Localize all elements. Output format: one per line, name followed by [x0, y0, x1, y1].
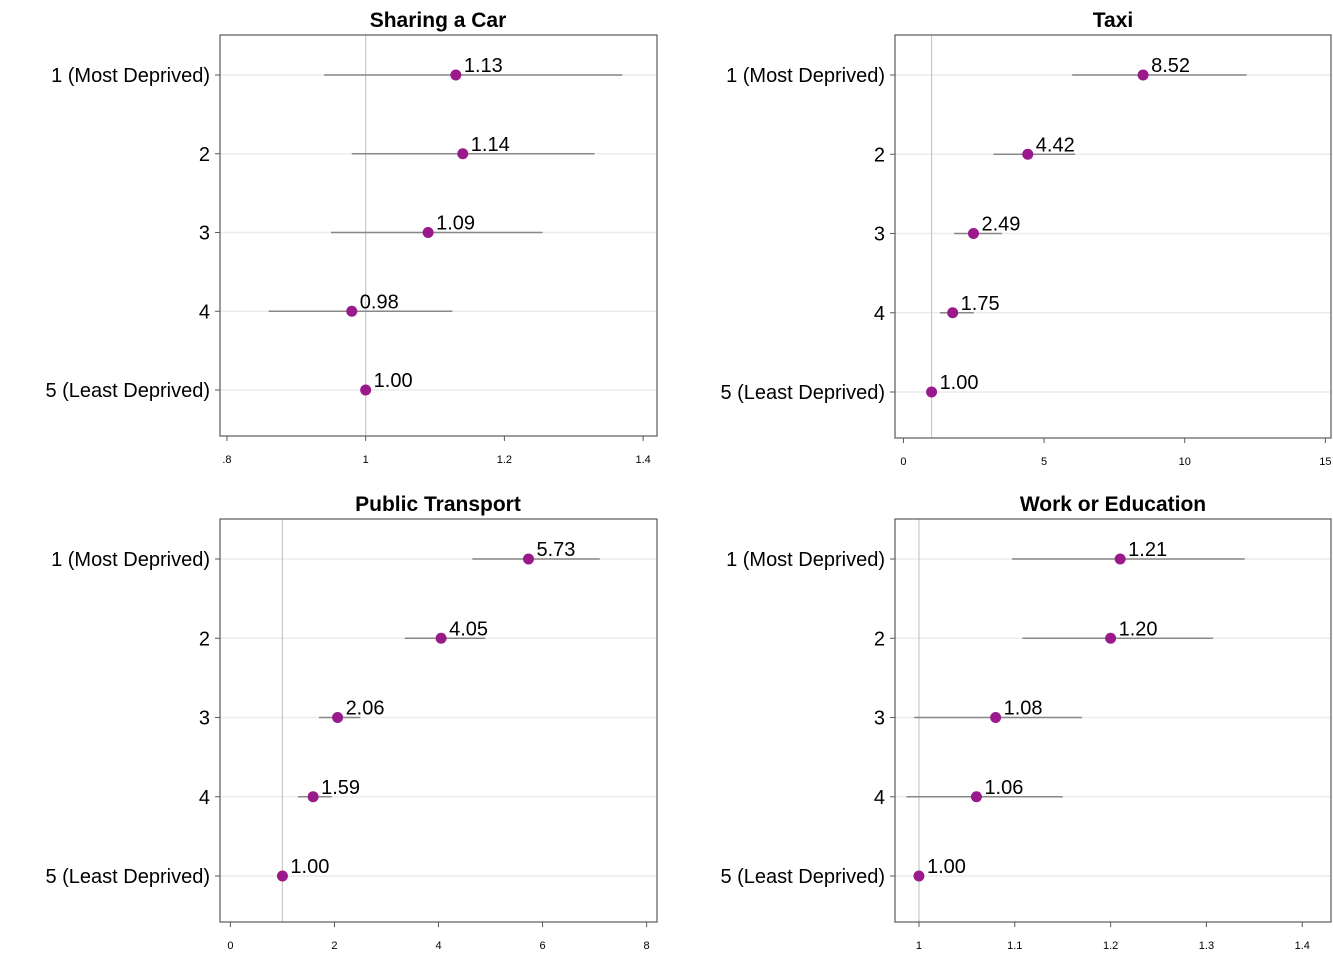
category-label: 1 (Most Deprived) — [51, 65, 210, 87]
category-label: 5 (Least Deprived) — [720, 866, 885, 888]
estimate-point — [360, 384, 372, 396]
plot-frame — [219, 518, 658, 923]
category-label: 1 (Most Deprived) — [726, 65, 885, 87]
x-tick-label: 1.1 — [1007, 940, 1022, 952]
x-tick-label: 2 — [331, 940, 337, 952]
value-label: 1.09 — [436, 213, 475, 235]
category-label: 3 — [874, 708, 885, 730]
value-label: 1.20 — [1119, 618, 1158, 640]
category-label: 4 — [199, 787, 210, 809]
estimate-point — [913, 870, 925, 882]
estimate-point — [970, 791, 982, 803]
value-label: 8.52 — [1151, 55, 1190, 77]
value-label: 1.59 — [321, 777, 360, 799]
estimate-point — [457, 148, 469, 160]
estimate-point — [967, 228, 979, 239]
value-label: 1.13 — [464, 55, 503, 77]
estimate-point — [450, 69, 462, 81]
estimate-point — [1022, 148, 1034, 160]
estimate-point — [1114, 553, 1126, 565]
value-label: 1.00 — [940, 372, 979, 394]
value-label: 1.00 — [927, 856, 966, 878]
category-label: 2 — [199, 144, 210, 166]
category-label: 5 (Least Deprived) — [45, 380, 210, 402]
panel-title: Sharing a Car — [370, 9, 507, 32]
x-tick-label: 1 — [363, 454, 369, 466]
category-label: 2 — [874, 628, 885, 650]
category-label: 4 — [874, 787, 885, 809]
x-tick-label: 1.2 — [497, 454, 512, 466]
value-label: 2.06 — [346, 698, 385, 720]
panel-title: Public Transport — [355, 493, 521, 516]
value-label: 1.08 — [1004, 698, 1043, 720]
chart-panel-4: Work or Education 1 (Most Deprived) 2 3 4 5 (… — [720, 493, 1332, 952]
category-label: 5 (Least Deprived) — [45, 866, 210, 888]
x-tick-label: .8 — [222, 454, 231, 466]
x-tick-label: 1.4 — [1295, 940, 1310, 952]
estimate-point — [435, 632, 447, 644]
estimate-point — [332, 712, 344, 723]
x-tick-label: 4 — [435, 940, 441, 952]
value-label: 1.00 — [374, 370, 413, 392]
category-label: 1 (Most Deprived) — [51, 549, 210, 571]
estimate-point — [307, 791, 319, 803]
value-label: 1.00 — [290, 856, 329, 878]
estimate-point — [422, 227, 434, 238]
x-tick-label: 1.4 — [635, 454, 650, 466]
category-label: 3 — [199, 223, 210, 245]
panel-title: Work or Education — [1020, 493, 1206, 516]
x-tick-label: 6 — [539, 940, 545, 952]
estimate-point — [947, 307, 959, 319]
category-label: 2 — [874, 144, 885, 166]
plot-frame — [894, 34, 1332, 439]
value-label: 5.73 — [537, 539, 576, 561]
plot-frame — [894, 518, 1332, 923]
value-label: 1.75 — [961, 293, 1000, 315]
value-label: 2.49 — [981, 214, 1020, 236]
value-label: 1.21 — [1128, 539, 1167, 561]
x-tick-label: 1 — [916, 940, 922, 952]
category-label: 5 (Least Deprived) — [720, 382, 885, 404]
x-tick-label: 10 — [1179, 456, 1191, 468]
category-label: 4 — [199, 301, 210, 323]
x-tick-label: 1.2 — [1103, 940, 1118, 952]
x-tick-label: 5 — [1041, 456, 1047, 468]
category-label: 3 — [874, 224, 885, 246]
estimate-point — [346, 305, 358, 317]
chart-panel-3: Public Transport 1 (Most Deprived) 2 3 4 5 (L… — [45, 493, 658, 952]
estimate-point — [523, 553, 535, 565]
x-tick-label: 0 — [227, 940, 233, 952]
estimate-point — [276, 870, 288, 882]
x-tick-label: 8 — [644, 940, 650, 952]
estimate-point — [1105, 632, 1117, 644]
estimate-point — [990, 712, 1002, 723]
chart-panel-1: Sharing a Car 1 (Most Deprived) 2 3 4 5 (Leas… — [45, 9, 658, 466]
value-label: 1.14 — [471, 134, 510, 156]
category-label: 4 — [874, 303, 885, 325]
value-label: 0.98 — [360, 291, 399, 313]
panel-title: Taxi — [1093, 9, 1133, 32]
x-tick-label: 15 — [1319, 456, 1331, 468]
category-label: 1 (Most Deprived) — [726, 549, 885, 571]
value-label: 4.42 — [1036, 134, 1075, 156]
chart-panel-2: Taxi 1 (Most Deprived) 2 3 4 5 (Least Deprive… — [720, 9, 1332, 468]
category-label: 3 — [199, 708, 210, 730]
category-label: 2 — [199, 628, 210, 650]
x-tick-label: 0 — [900, 456, 906, 468]
plot-frame — [219, 34, 658, 437]
x-tick-label: 1.3 — [1199, 940, 1214, 952]
estimate-point — [926, 386, 938, 398]
value-label: 4.05 — [449, 618, 488, 640]
estimate-point — [1137, 69, 1149, 81]
value-label: 1.06 — [984, 777, 1023, 799]
